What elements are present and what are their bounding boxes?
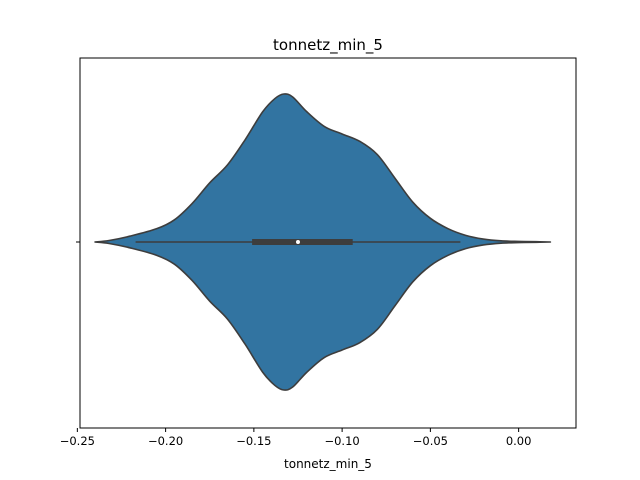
plot-area [94,93,552,391]
x-tick-label: 0.00 [506,434,532,448]
x-tick-label: −0.20 [148,434,183,448]
x-tick-label: −0.05 [413,434,448,448]
x-tick-label: −0.10 [324,434,359,448]
iqr-box [252,239,353,245]
chart-title: tonnetz_min_5 [273,36,383,55]
axes-frame [79,57,577,429]
x-tick-label: −0.15 [236,434,271,448]
x-axis: −0.25 −0.20 −0.15 −0.10 −0.05 0.00 [60,428,532,448]
x-tick-label: −0.25 [60,434,95,448]
x-axis-label: tonnetz_min_5 [284,457,372,471]
median-point [295,240,300,244]
